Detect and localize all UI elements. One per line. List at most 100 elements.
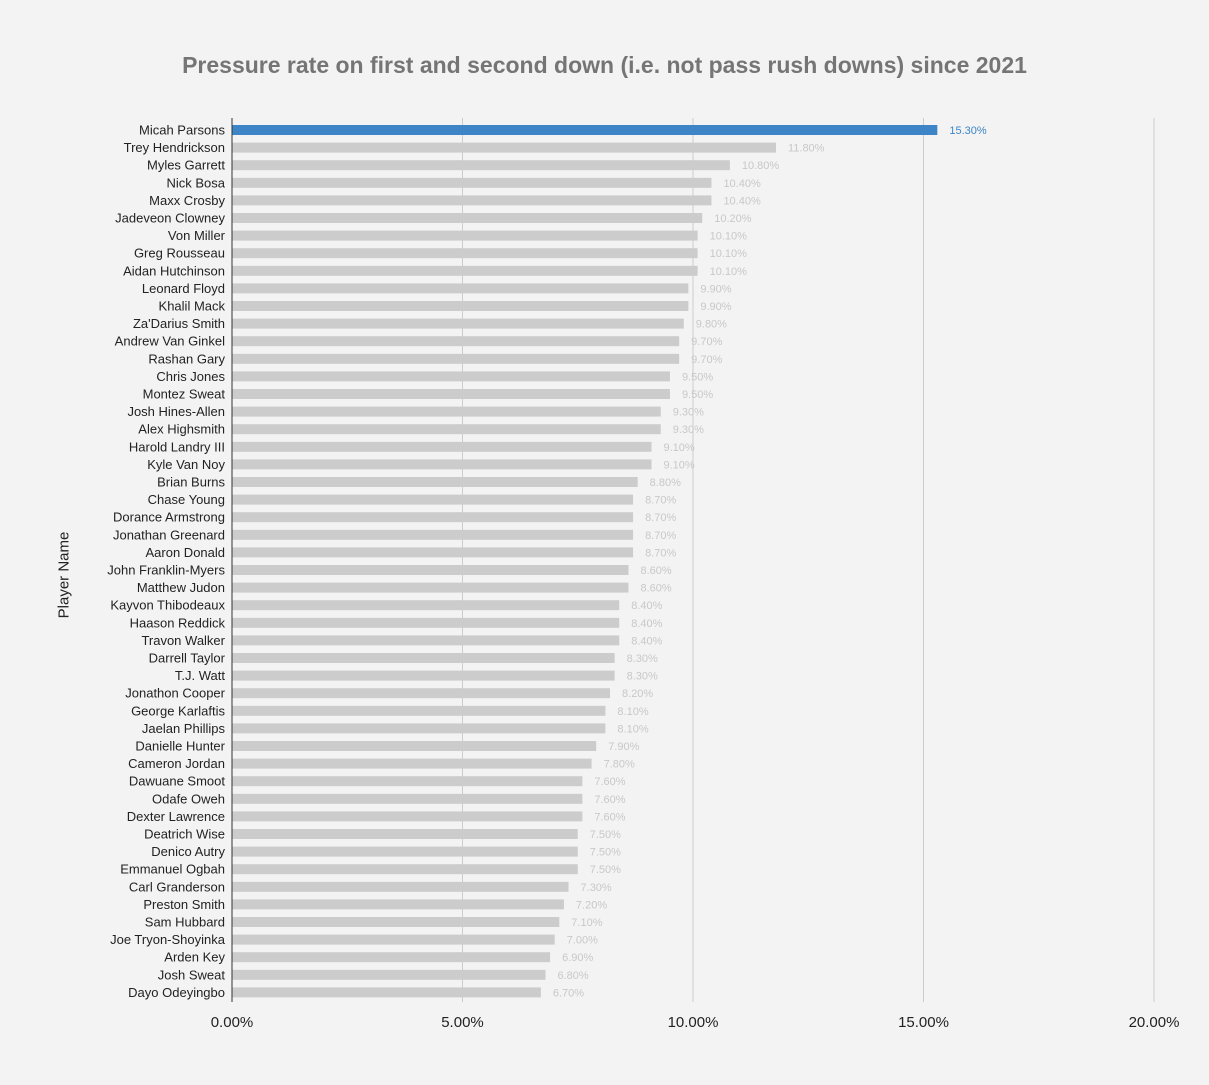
bar — [232, 776, 583, 787]
bar — [232, 653, 615, 663]
data-label: 6.80% — [557, 970, 588, 982]
category-label: Denico Autry — [151, 844, 225, 859]
data-label: 9.90% — [700, 301, 731, 313]
data-label: 10.20% — [714, 213, 752, 225]
bar — [232, 952, 551, 963]
bar — [232, 142, 776, 153]
x-tick-label: 0.00% — [211, 1014, 254, 1031]
data-label: 9.70% — [691, 354, 722, 366]
data-label: 10.10% — [710, 231, 748, 243]
bar — [232, 441, 652, 452]
data-label: 9.50% — [682, 389, 713, 401]
category-label: Odafe Oweh — [152, 791, 225, 806]
bar — [232, 811, 583, 822]
category-label: Brian Burns — [157, 475, 225, 490]
x-tick-label: 5.00% — [441, 1014, 484, 1031]
category-label: Andrew Van Ginkel — [115, 334, 225, 349]
data-label: 6.70% — [553, 987, 584, 999]
data-label: 9.80% — [696, 319, 727, 331]
data-label: 7.10% — [571, 917, 602, 929]
category-label: Leonard Floyd — [142, 281, 225, 296]
bar — [232, 723, 606, 734]
data-label: 11.80% — [788, 143, 825, 155]
category-label: Trey Hendrickson — [124, 140, 225, 155]
bar — [232, 881, 569, 892]
bar — [232, 987, 541, 998]
bar — [232, 195, 712, 206]
bar — [232, 899, 564, 910]
data-label: 6.90% — [562, 952, 593, 964]
category-label: T.J. Watt — [175, 668, 225, 683]
chart-title: Pressure rate on first and second down (… — [182, 52, 1027, 78]
category-label: Cameron Jordan — [128, 756, 225, 771]
bar — [232, 670, 615, 681]
data-label: 7.50% — [590, 829, 621, 841]
bar — [232, 459, 652, 470]
bar — [232, 389, 670, 399]
category-label: Dayo Odeyingbo — [128, 985, 225, 1000]
category-label: Kayvon Thibodeaux — [110, 598, 225, 613]
category-label: Chris Jones — [156, 369, 225, 384]
bar — [232, 582, 629, 593]
bar — [232, 371, 670, 382]
bars: 15.30% 11.80% 10.80% 10.40% 10.40% 10.20% 10.1… — [232, 125, 987, 999]
category-label: Jonathon Cooper — [125, 686, 225, 701]
bar — [232, 230, 698, 241]
category-label: Jadeveon Clowney — [115, 211, 225, 226]
data-label: 9.90% — [700, 283, 731, 295]
data-label: 10.40% — [723, 178, 761, 190]
category-label: Maxx Crosby — [149, 193, 225, 208]
category-label: Deatrich Wise — [144, 827, 225, 842]
data-label: 7.50% — [590, 847, 621, 859]
bar — [232, 741, 597, 751]
data-label: 9.30% — [673, 424, 704, 436]
x-tick-label: 20.00% — [1129, 1014, 1180, 1031]
bar — [232, 353, 680, 364]
bar — [232, 969, 546, 980]
bar — [232, 213, 703, 223]
bar — [232, 512, 634, 523]
category-label: Kyle Van Noy — [147, 457, 225, 472]
category-label: Joe Tryon-Shoyinka — [110, 932, 226, 947]
category-label: Myles Garrett — [147, 158, 225, 173]
bar — [232, 864, 578, 875]
x-tick-label: 10.00% — [668, 1014, 719, 1031]
category-label: George Karlaftis — [131, 703, 225, 718]
data-label: 8.40% — [631, 635, 662, 647]
category-label: Josh Hines-Allen — [127, 404, 225, 419]
data-label: 8.60% — [640, 583, 671, 595]
data-label: 7.20% — [576, 899, 607, 911]
data-label: 8.70% — [645, 530, 676, 542]
bar — [232, 160, 730, 171]
category-label: Sam Hubbard — [145, 915, 225, 930]
data-label: 7.90% — [608, 741, 639, 753]
category-label: Josh Sweat — [158, 967, 226, 982]
data-label: 7.60% — [594, 776, 625, 788]
category-label: Montez Sweat — [143, 387, 226, 402]
data-label: 10.10% — [710, 266, 748, 278]
category-label: Greg Rousseau — [134, 246, 225, 261]
category-label: Dawuane Smoot — [129, 774, 225, 789]
data-label: 8.40% — [631, 618, 662, 630]
bar — [232, 705, 606, 716]
bar — [232, 829, 578, 839]
bar — [232, 758, 592, 769]
bar — [232, 934, 555, 945]
bar — [232, 846, 578, 857]
category-label: Khalil Mack — [159, 299, 226, 314]
data-label: 7.50% — [590, 864, 621, 876]
data-label: 10.80% — [742, 160, 780, 172]
category-label: Travon Walker — [141, 633, 225, 648]
data-label: 8.10% — [617, 706, 648, 718]
category-label: Von Miller — [168, 228, 226, 243]
data-label: 15.30% — [949, 125, 987, 137]
category-label: John Franklin-Myers — [107, 563, 225, 578]
data-label: 10.10% — [710, 248, 748, 260]
bar — [232, 301, 689, 311]
data-label: 7.60% — [594, 811, 625, 823]
data-label: 9.10% — [664, 442, 695, 454]
data-label: 9.70% — [691, 336, 722, 348]
bar — [232, 688, 611, 699]
category-label: Preston Smith — [143, 897, 225, 912]
